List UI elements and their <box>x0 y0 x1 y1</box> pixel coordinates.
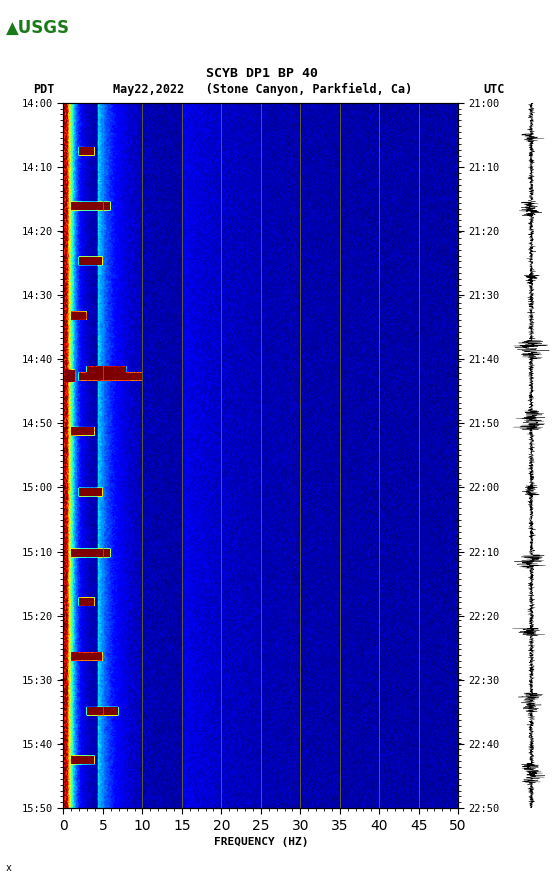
X-axis label: FREQUENCY (HZ): FREQUENCY (HZ) <box>214 837 308 847</box>
Text: x: x <box>6 863 12 872</box>
Text: SCYB DP1 BP 40: SCYB DP1 BP 40 <box>206 67 318 79</box>
Text: May22,2022   (Stone Canyon, Parkfield, Ca): May22,2022 (Stone Canyon, Parkfield, Ca) <box>113 83 412 96</box>
Text: ▲USGS: ▲USGS <box>6 19 70 37</box>
Text: UTC: UTC <box>484 83 505 96</box>
Text: PDT: PDT <box>33 83 55 96</box>
